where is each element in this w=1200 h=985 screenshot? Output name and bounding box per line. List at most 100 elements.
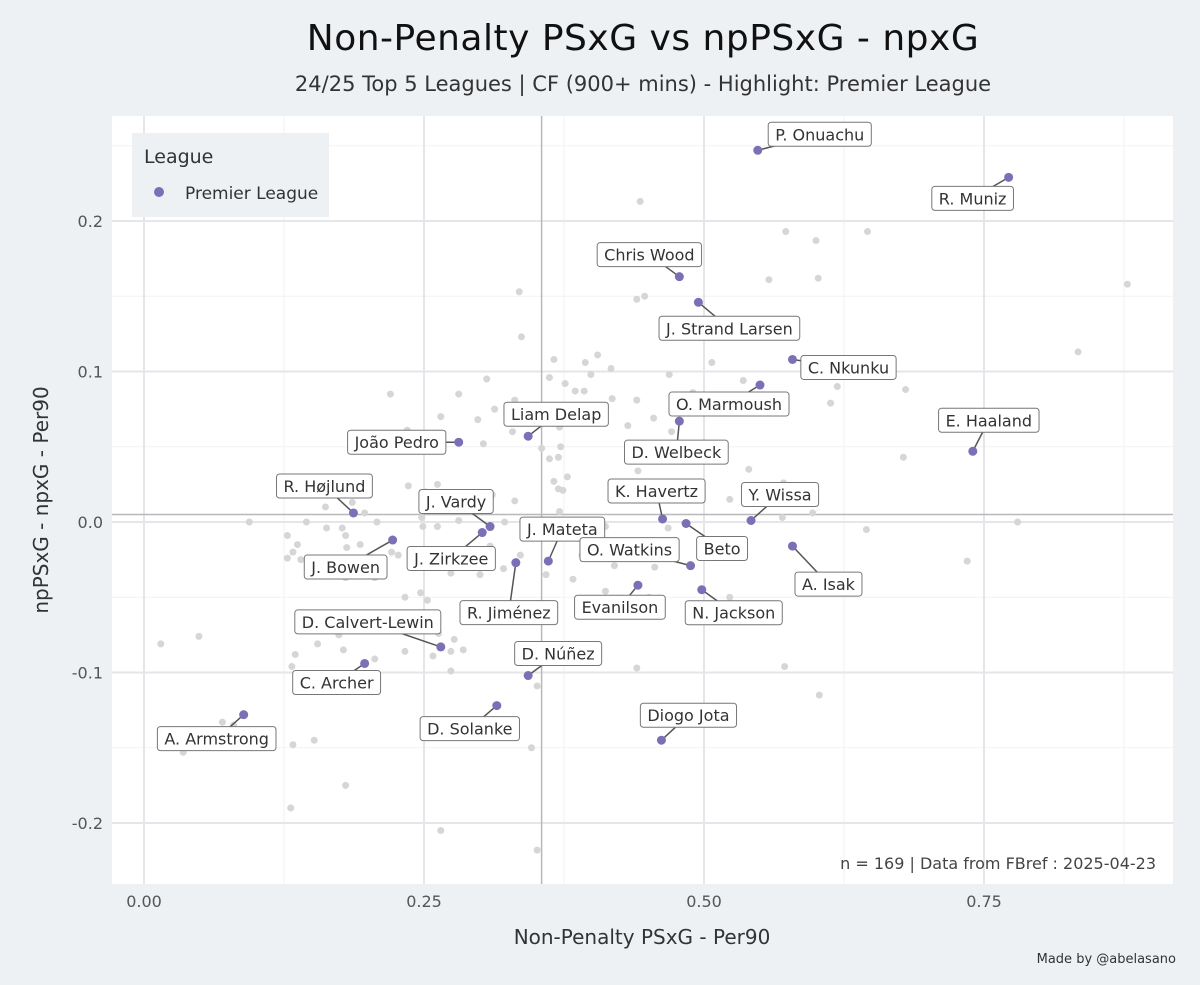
player-label-box — [684, 600, 783, 626]
data-point-other — [388, 548, 396, 556]
data-point-other — [314, 640, 322, 648]
player-label-text: J. Bowen — [310, 558, 380, 577]
legend: League Premier League — [132, 133, 329, 217]
data-point-other — [429, 652, 437, 660]
data-point-other — [587, 371, 595, 379]
player-label: C. Archer — [292, 669, 382, 695]
y-tick-label: -0.1 — [72, 664, 103, 683]
data-point-other — [1074, 348, 1082, 356]
data-point-other — [343, 544, 351, 552]
data-point-other — [765, 276, 773, 284]
data-point-other — [665, 371, 673, 379]
player-label-text: Chris Wood — [604, 246, 694, 265]
data-point-other — [418, 513, 426, 521]
data-point-premier-league — [1004, 172, 1014, 182]
player-labels: P. Onuachu R. Muniz Chris Wood J. Strand La… — [156, 121, 1040, 752]
legend-box — [132, 133, 329, 217]
data-point-other — [342, 781, 350, 789]
data-point-other — [283, 554, 291, 562]
data-point-premier-league — [360, 658, 370, 668]
player-label: J. Strand Larsen — [658, 315, 801, 341]
player-label-text: Beto — [704, 540, 741, 559]
player-label-text: D. Calvert-Lewin — [302, 613, 434, 632]
highlight-points — [239, 145, 1014, 745]
player-label-text: A. Armstrong — [164, 730, 269, 749]
player-label-text: J. Vardy — [425, 493, 486, 512]
y-tick-label: 0.1 — [78, 363, 103, 382]
data-point-other — [556, 507, 564, 515]
data-point-other — [515, 288, 523, 296]
player-label-box — [459, 600, 559, 626]
data-point-other — [726, 495, 734, 503]
data-point-other — [782, 228, 790, 236]
data-point-other — [739, 377, 747, 385]
data-point-other — [1123, 280, 1131, 288]
data-point-other — [511, 497, 519, 505]
data-point-other — [459, 646, 467, 654]
player-label-box — [292, 669, 382, 695]
data-point-other — [533, 846, 541, 854]
data-point-other — [651, 563, 659, 571]
player-label: Diogo Jota — [639, 702, 738, 728]
data-point-other — [371, 655, 379, 663]
data-point-other — [342, 532, 350, 540]
data-point-premier-league — [511, 558, 521, 568]
data-point-other — [501, 518, 509, 526]
data-point-other — [450, 635, 458, 643]
data-point-other — [899, 453, 907, 461]
player-label-box — [419, 716, 520, 742]
data-point-other — [554, 453, 562, 461]
player-label: R. Muniz — [931, 185, 1014, 211]
data-point-other — [533, 682, 541, 690]
data-point-other — [288, 662, 296, 670]
player-label-text: J. Mateta — [526, 520, 598, 539]
data-point-premier-league — [523, 431, 533, 441]
x-tick-label: 0.75 — [966, 892, 1002, 911]
data-point-other — [664, 524, 672, 532]
data-point-premier-league — [658, 514, 668, 524]
credit: Made by @abelasano — [1036, 952, 1176, 967]
data-point-other — [557, 443, 565, 451]
player-label-text: D. Welbeck — [631, 443, 721, 462]
data-point-other — [633, 664, 641, 672]
data-point-other — [287, 804, 295, 812]
player-label-box — [418, 489, 494, 515]
data-point-premier-league — [633, 580, 643, 590]
player-label-box — [800, 354, 897, 380]
data-point-premier-league — [485, 522, 495, 532]
y-tick-label: 0.0 — [78, 513, 103, 532]
player-label: João Pedro — [347, 429, 447, 455]
data-point-other — [815, 691, 823, 699]
data-point-premier-league — [492, 701, 502, 711]
data-point-other — [297, 556, 305, 564]
player-label-box — [767, 121, 872, 147]
data-point-other — [581, 358, 589, 366]
player-label: Chris Wood — [596, 242, 703, 268]
player-label-box — [668, 391, 790, 417]
data-point-other — [624, 422, 632, 430]
player-label-box — [156, 726, 277, 752]
player-label-box — [938, 407, 1040, 433]
data-point-other — [455, 390, 463, 398]
player-label: C. Nkunku — [800, 354, 897, 380]
data-point-premier-league — [674, 416, 684, 426]
data-point-other — [338, 524, 346, 532]
data-point-other — [545, 455, 553, 463]
player-label: D. Núñez — [514, 641, 603, 667]
data-point-other — [373, 518, 381, 526]
data-point-premier-league — [674, 272, 684, 282]
legend-title: League — [144, 146, 213, 168]
player-label-box — [596, 242, 703, 268]
data-point-premier-league — [436, 642, 446, 652]
data-point-other — [245, 518, 253, 526]
x-axis-title: Non-Penalty PSxG - Per90 — [514, 925, 771, 949]
player-label-text: C. Nkunku — [808, 358, 889, 377]
data-point-other — [195, 632, 203, 640]
data-point-other — [386, 390, 394, 398]
player-label-box — [579, 537, 680, 563]
reference-lines — [112, 116, 1173, 884]
player-label: J. Zirkzee — [406, 546, 496, 572]
data-point-other — [302, 518, 310, 526]
data-point-other — [356, 541, 364, 549]
